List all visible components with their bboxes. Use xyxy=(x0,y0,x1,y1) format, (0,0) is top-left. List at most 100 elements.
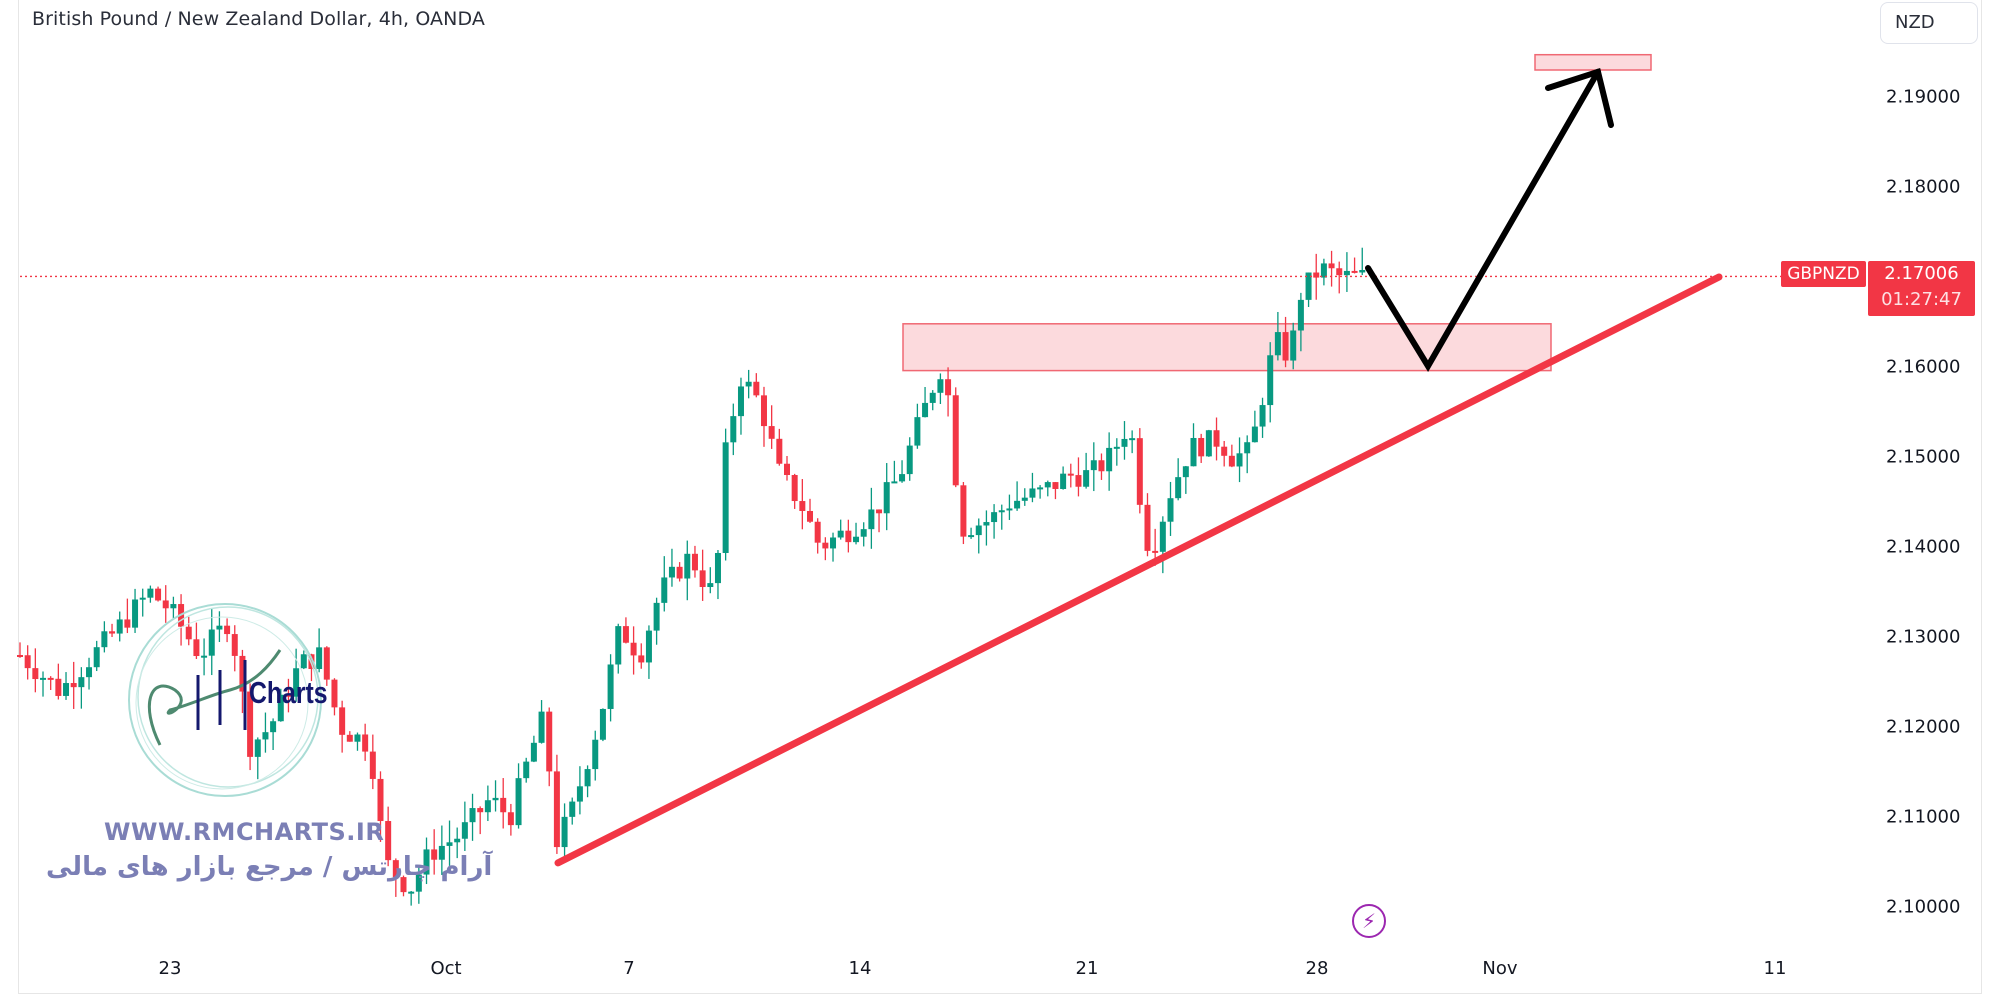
time-tick: Nov xyxy=(1482,958,1518,979)
projection-arrow xyxy=(1365,68,1601,372)
candle-body xyxy=(1144,504,1151,551)
time-tick: 11 xyxy=(1763,958,1787,979)
candle-body xyxy=(983,522,990,526)
price-tick: 2.19000 xyxy=(1886,86,1961,108)
candle-body xyxy=(201,655,208,658)
candle-body xyxy=(323,647,330,680)
candle-body xyxy=(216,625,223,630)
candle-body xyxy=(70,683,77,688)
candle-body xyxy=(615,626,622,665)
candle-body xyxy=(477,808,484,813)
candle-body xyxy=(1136,438,1143,505)
candle-body xyxy=(247,691,254,757)
candle-body xyxy=(630,642,637,656)
candle-body xyxy=(830,537,837,549)
chart-title: British Pound / New Zealand Dollar, 4h, … xyxy=(32,8,485,30)
candle-body xyxy=(224,625,231,635)
candle-body xyxy=(1175,477,1182,499)
candle-body xyxy=(776,438,783,464)
time-tick: 7 xyxy=(623,958,635,979)
rm-logo-text: Charts xyxy=(249,675,328,710)
candle-body xyxy=(1182,466,1189,478)
candle-body xyxy=(1221,446,1228,456)
candle-body xyxy=(17,655,23,657)
candle-body xyxy=(868,509,875,530)
candle-body xyxy=(753,381,760,396)
ascending-trendline xyxy=(554,273,1723,867)
currency-button[interactable]: NZD xyxy=(1880,2,1978,44)
candle-body xyxy=(124,619,131,628)
candle-body xyxy=(599,708,606,740)
candle-body xyxy=(47,677,54,680)
candle-body xyxy=(1351,270,1358,273)
candle-body xyxy=(791,475,798,502)
candle-body xyxy=(937,379,944,393)
candle-body xyxy=(1228,455,1235,467)
candle-body xyxy=(960,485,967,537)
candle-body xyxy=(24,655,31,669)
candle-body xyxy=(1236,453,1243,467)
candle-body xyxy=(914,417,921,446)
candle-body xyxy=(132,599,139,628)
candle-body xyxy=(1121,438,1128,447)
candles-layer xyxy=(17,247,1366,906)
candle-body xyxy=(845,530,852,543)
candle-body xyxy=(155,588,162,601)
candle-body xyxy=(699,570,706,588)
candle-body xyxy=(622,626,629,643)
candle-body xyxy=(1044,482,1051,488)
candle-body xyxy=(952,395,959,486)
candle-body xyxy=(784,463,790,476)
candle-body xyxy=(193,639,200,657)
candle-body xyxy=(32,668,39,680)
candle-body xyxy=(1274,332,1281,356)
candle-body xyxy=(645,630,652,663)
candle-body xyxy=(1098,460,1105,472)
candle-body xyxy=(500,797,507,813)
candle-body xyxy=(837,530,844,538)
candle-body xyxy=(722,442,729,553)
candle-body xyxy=(362,734,369,752)
time-tick: 14 xyxy=(848,958,872,979)
candle-body xyxy=(369,751,376,779)
candle-body xyxy=(139,597,146,600)
candle-body xyxy=(492,797,499,801)
candle-body xyxy=(768,426,775,439)
candle-body xyxy=(745,381,752,387)
candle-body xyxy=(569,801,576,817)
candle-body xyxy=(109,631,116,634)
candle-body xyxy=(316,647,323,670)
candle-body xyxy=(454,838,461,843)
candle-body xyxy=(899,474,906,482)
candle-body xyxy=(876,509,883,514)
candle-body xyxy=(584,769,591,787)
price-tick: 2.13000 xyxy=(1886,626,1961,648)
candle-body xyxy=(1244,442,1251,454)
candle-body xyxy=(653,602,660,631)
candle-body xyxy=(400,877,407,893)
candle-body xyxy=(1060,473,1067,489)
candle-body xyxy=(760,395,767,427)
candle-body xyxy=(285,694,292,697)
candle-body xyxy=(1328,263,1335,269)
candle-body xyxy=(55,678,62,696)
candle-body xyxy=(676,566,683,579)
lightning-bolt-icon[interactable]: ⚡ xyxy=(1352,904,1386,938)
candle-body xyxy=(415,874,422,892)
candle-body xyxy=(86,667,93,678)
last-price-value: 2.17006 xyxy=(1884,263,1959,284)
candle-body xyxy=(515,778,522,826)
candle-body xyxy=(922,402,929,418)
candle-body xyxy=(408,891,415,894)
candle-body xyxy=(968,535,975,538)
candle-body xyxy=(431,849,438,860)
candle-body xyxy=(1167,498,1174,522)
last-price-label: 2.17006 01:27:47 xyxy=(1868,261,1975,316)
candle-body xyxy=(1213,430,1220,447)
candle-body xyxy=(1021,497,1028,501)
candle-body xyxy=(553,771,560,848)
candle-body xyxy=(714,552,721,584)
candle-body xyxy=(799,501,806,511)
candle-body xyxy=(1282,332,1289,361)
